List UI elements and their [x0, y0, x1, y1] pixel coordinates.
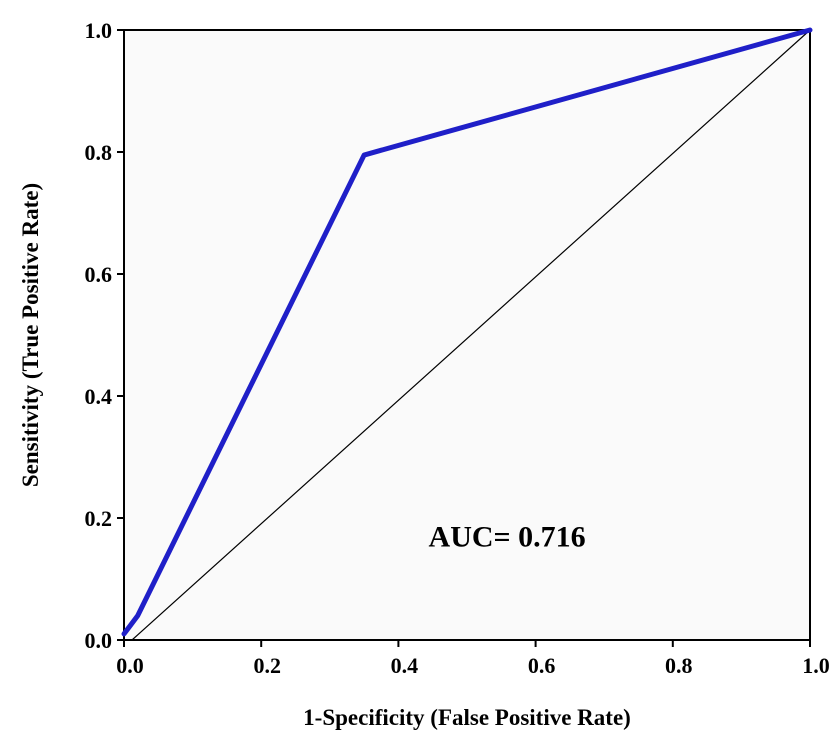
reference-diagonal-line — [131, 29, 811, 641]
x-tick-label: 1.0 — [802, 653, 830, 678]
plot-area — [123, 29, 811, 641]
x-axis-label: 1-Specificity (False Positive Rate) — [303, 705, 631, 730]
y-tick-label: 0.2 — [85, 506, 113, 531]
roc-curve-line — [121, 27, 813, 637]
x-axis-ticks: 0.0 0.2 0.4 0.6 0.8 1.0 — [116, 640, 830, 678]
x-tick-label: 0.4 — [391, 653, 419, 678]
y-axis-label: Sensitivity (True Positive Rate) — [18, 183, 43, 487]
y-tick-label: 0.6 — [85, 262, 113, 287]
y-axis-ticks: 0.0 0.2 0.4 0.6 0.8 1.0 — [85, 18, 124, 653]
x-tick-label: 0.6 — [528, 653, 556, 678]
x-tick-label: 0.8 — [665, 653, 693, 678]
y-tick-label: 0.4 — [85, 384, 113, 409]
y-tick-label: 0.0 — [85, 628, 113, 653]
auc-annotation: AUC= 0.716 — [429, 520, 586, 553]
y-tick-label: 0.8 — [85, 140, 113, 165]
y-tick-label: 1.0 — [85, 18, 113, 43]
x-tick-label: 0.0 — [116, 653, 144, 678]
x-tick-label: 0.2 — [253, 653, 281, 678]
